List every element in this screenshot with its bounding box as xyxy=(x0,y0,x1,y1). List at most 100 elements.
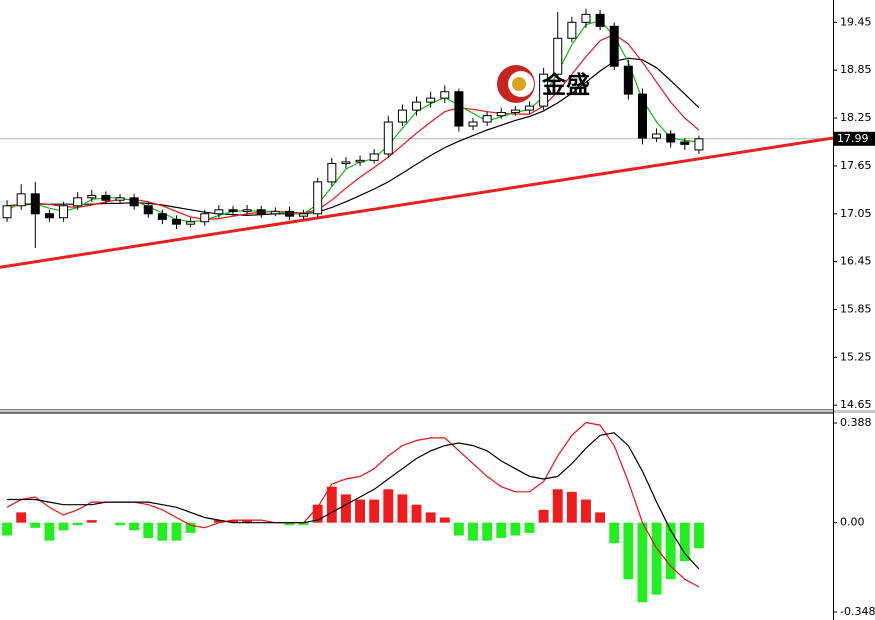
candle-body xyxy=(299,213,309,217)
histogram-bar xyxy=(665,522,676,580)
histogram-bar xyxy=(482,522,493,541)
histogram-bar xyxy=(340,494,351,523)
watermark-text: 金盛 xyxy=(541,71,590,99)
y-tick-label: 16.45 xyxy=(840,255,872,268)
candle-body xyxy=(680,141,690,145)
candle-body xyxy=(313,181,323,215)
candle-body xyxy=(200,213,210,223)
candle-body xyxy=(327,163,337,183)
candle-body xyxy=(129,197,139,207)
candle-body xyxy=(369,153,379,161)
candle-body xyxy=(355,159,365,163)
candle-body xyxy=(284,210,294,217)
histogram-bar xyxy=(284,522,295,526)
candle-body xyxy=(157,213,167,220)
macd-line xyxy=(7,432,700,570)
histogram-bar xyxy=(129,522,140,531)
candle-body xyxy=(510,109,520,113)
histogram-bar xyxy=(115,522,125,526)
histogram-bar xyxy=(2,522,13,536)
y-tick-label: 18.25 xyxy=(840,111,872,124)
candle-body xyxy=(143,205,153,215)
candle-body xyxy=(539,73,549,107)
y-tick-label: 0.00 xyxy=(840,516,865,529)
candle-body xyxy=(609,25,619,67)
y-tick-label: 15.25 xyxy=(840,350,872,363)
histogram-bar xyxy=(213,520,224,523)
histogram-bar xyxy=(157,522,168,541)
candle-body xyxy=(172,218,181,225)
y-tick-label: 15.85 xyxy=(840,302,872,315)
histogram-bar xyxy=(397,494,408,523)
candle-body xyxy=(383,121,393,155)
histogram-bar xyxy=(496,522,507,539)
histogram-bar xyxy=(439,517,450,523)
candle-body xyxy=(581,13,591,23)
candle-body xyxy=(652,133,662,139)
candle-body xyxy=(101,194,111,201)
candle-body xyxy=(412,101,422,111)
histogram-bar xyxy=(651,522,662,595)
candle-body xyxy=(256,209,266,215)
histogram-bar xyxy=(609,522,620,544)
moving-average xyxy=(7,57,700,217)
candle-body xyxy=(2,205,12,219)
histogram-bar xyxy=(369,499,380,523)
price-label: 17.99 xyxy=(837,132,869,145)
histogram-bar xyxy=(552,489,563,523)
histogram-bar xyxy=(143,522,154,539)
histogram-bar xyxy=(581,499,591,523)
candle-body xyxy=(242,209,252,212)
histogram-bar xyxy=(228,520,238,523)
y-tick-label: 14.65 xyxy=(840,398,872,411)
candle-body xyxy=(397,109,407,123)
candle-body xyxy=(30,193,40,215)
histogram-bar xyxy=(679,522,690,562)
histogram-bar xyxy=(538,509,549,523)
candle-body xyxy=(482,115,492,123)
histogram-bar xyxy=(595,512,606,523)
histogram-bar xyxy=(298,522,309,526)
candle-body xyxy=(73,197,83,207)
histogram-bar xyxy=(411,504,422,523)
histogram-bar xyxy=(185,522,196,533)
histogram-bar xyxy=(242,520,253,523)
pane-separator xyxy=(0,410,875,413)
histogram-bar xyxy=(58,522,69,531)
histogram-bar xyxy=(171,522,182,541)
candle-body xyxy=(637,93,647,139)
histogram-bar xyxy=(72,522,83,526)
y-tick-label: 19.45 xyxy=(840,15,872,28)
y-tick-label: 17.65 xyxy=(840,159,872,172)
candle-body xyxy=(623,65,633,95)
histogram-bar xyxy=(510,522,521,536)
histogram-bar xyxy=(383,489,394,523)
y-tick-label: -0.348 xyxy=(840,605,875,618)
histogram-bar xyxy=(86,520,97,523)
candle-body xyxy=(186,221,196,225)
candle-body xyxy=(44,213,54,219)
candle-body xyxy=(454,91,464,127)
candle-body xyxy=(496,111,506,117)
macd-pane: 0.388 0.00 -0.348 xyxy=(2,416,875,618)
price-label-box xyxy=(834,131,875,146)
candle-body xyxy=(468,121,478,127)
candle-body xyxy=(214,209,224,215)
candle-body xyxy=(87,194,97,199)
y-tick-label: 0.388 xyxy=(840,416,872,429)
price-pane: 19.45 18.85 18.25 17.65 17.05 16.45 15.85 15.25… xyxy=(0,8,875,411)
histogram-bar xyxy=(566,491,577,523)
histogram-bar xyxy=(44,522,55,541)
logo xyxy=(512,77,526,91)
candle-body xyxy=(426,97,436,103)
candle-body xyxy=(270,210,280,215)
histogram-bar xyxy=(355,499,366,523)
histogram-bar xyxy=(326,486,337,523)
candle-body xyxy=(341,161,351,165)
candle-body xyxy=(115,197,125,201)
candle-body xyxy=(553,37,563,75)
histogram-bar xyxy=(637,522,648,603)
histogram-bar xyxy=(524,522,535,533)
histogram-bar xyxy=(16,512,27,523)
